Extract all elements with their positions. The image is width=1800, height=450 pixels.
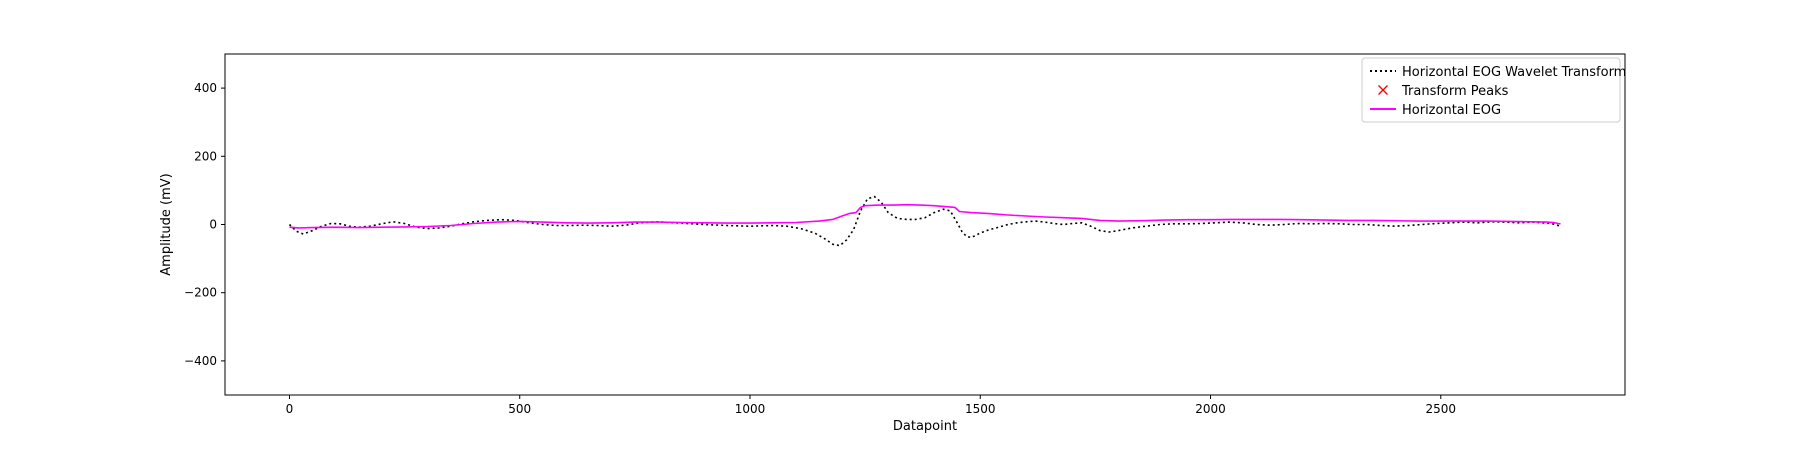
series-line-wavelet-transform [288, 195, 1561, 247]
x-tick-label: 2000 [1195, 402, 1226, 416]
x-tick-label: 0 [286, 402, 294, 416]
y-tick-label: 0 [209, 218, 217, 232]
x-axis-ticks: 0 500 1000 1500 2000 2500 [286, 395, 1456, 416]
legend-label-horizontal-eog: Horizontal EOG [1402, 103, 1501, 118]
y-tick-label: −200 [184, 286, 217, 300]
y-tick-label: −400 [184, 354, 217, 368]
legend-label-wavelet-transform: Horizontal EOG Wavelet Transform [1402, 65, 1626, 80]
legend-marker-x-stroke [1378, 85, 1388, 95]
series-line-horizontal-eog [289, 203, 1561, 229]
x-tick-label: 500 [508, 402, 531, 416]
x-tick-label: 1000 [735, 402, 766, 416]
x-axis-label: Datapoint [893, 419, 957, 434]
legend-swatch-transform-peaks [1378, 85, 1388, 95]
y-tick-label: 400 [194, 81, 217, 95]
legend-label-transform-peaks: Transform Peaks [1401, 84, 1509, 99]
y-axis-ticks: −400 −200 0 200 400 [184, 81, 225, 368]
x-tick-label: 1500 [965, 402, 996, 416]
y-tick-label: 200 [194, 149, 217, 163]
legend-box [1361, 57, 1621, 123]
legend: Horizontal EOG Wavelet Transform Transfo… [1361, 57, 1626, 123]
plot-area [288, 195, 1561, 247]
y-axis-label: Amplitude (mV) [159, 173, 174, 275]
x-tick-label: 2500 [1426, 402, 1457, 416]
